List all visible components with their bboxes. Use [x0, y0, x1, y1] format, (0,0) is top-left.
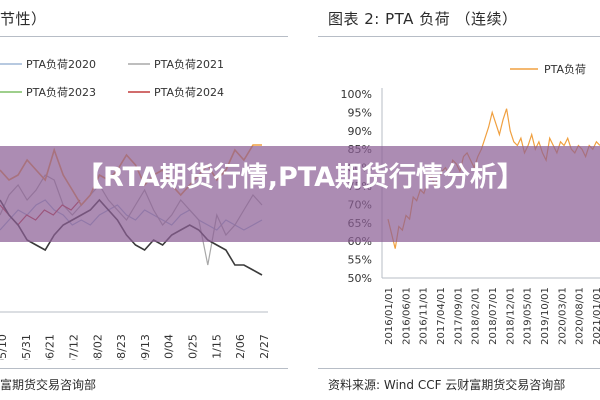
x-tick-label: 06/21 — [44, 334, 57, 360]
x-tick-label: 2016/11/01 — [419, 287, 430, 345]
x-tick-label: 2016/06/01 — [401, 287, 412, 345]
right-source-rule — [318, 368, 600, 369]
x-tick-label: 2019/05/01 — [523, 287, 534, 345]
x-tick-label: 08/23 — [115, 334, 128, 360]
x-tick-label: 12/27 — [258, 334, 271, 360]
x-tick-label: 12/06 — [234, 334, 247, 360]
y-tick-label: 50% — [348, 272, 372, 285]
left-title-rule — [0, 36, 288, 37]
y-tick-label: 95% — [348, 106, 372, 119]
x-tick-label: 2020/03/01 — [557, 287, 568, 345]
x-tick-label: 07/12 — [67, 334, 80, 360]
x-tick-label: 2018/02/01 — [471, 287, 482, 345]
x-tick-label: 10/04 — [163, 334, 176, 360]
legend-label: PTA负荷2021 — [154, 57, 224, 71]
left-source-rule — [0, 368, 288, 369]
x-tick-label: 2020/08/01 — [575, 287, 586, 345]
y-tick-label: 100% — [341, 88, 372, 101]
headline-banner — [0, 146, 600, 242]
y-tick-label: 90% — [348, 125, 372, 138]
x-tick-label: 2017/09/01 — [453, 287, 464, 345]
x-tick-label: 08/02 — [91, 334, 104, 360]
x-tick-label: 2018/12/01 — [505, 287, 516, 345]
left-chart-source: 富期货交易咨询部 — [0, 378, 97, 392]
legend-label: PTA负荷2024 — [154, 85, 224, 99]
right-chart-title: 图表 2: PTA 负荷 （连续） — [328, 10, 518, 28]
x-tick-label: 2018/07/01 — [488, 287, 499, 345]
x-tick-label: 2019/10/01 — [540, 287, 551, 345]
legend-label: PTA负荷2020 — [26, 57, 96, 71]
x-tick-label: 09/13 — [139, 334, 152, 360]
headline-banner-text[interactable]: 【RTA期货行情,PTA期货行情分析】 — [75, 162, 525, 193]
y-tick-label: 55% — [348, 254, 372, 267]
x-tick-label: 05/31 — [20, 334, 33, 360]
x-tick-label: 11/15 — [210, 334, 223, 360]
x-tick-label: 2021/01/01 — [592, 287, 600, 345]
x-tick-label: 10/25 — [187, 334, 200, 360]
legend-label: PTA负荷2023 — [26, 85, 96, 99]
x-tick-label: 2016/01/01 — [384, 287, 395, 345]
right-title-rule — [318, 36, 600, 37]
x-tick-label: 05/10 — [0, 334, 9, 360]
left-chart-title: 节性） — [0, 10, 47, 28]
x-tick-label: 2017/04/01 — [436, 287, 447, 345]
right-chart-source: 资料来源: Wind CCF 云财富期货交易咨询部 — [328, 378, 566, 392]
legend-label: PTA负荷 — [544, 62, 586, 76]
